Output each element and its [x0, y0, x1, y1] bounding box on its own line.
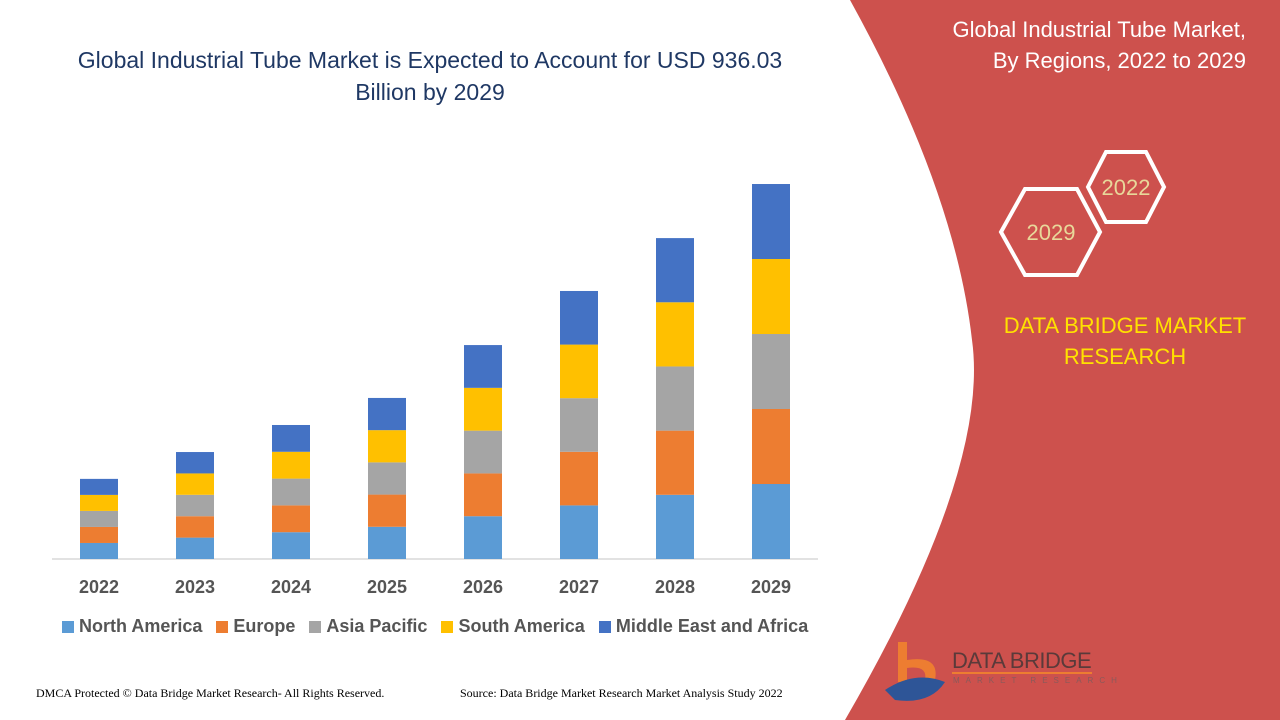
- legend-swatch: [309, 620, 322, 633]
- bar-2025-north-america: [368, 526, 406, 559]
- x-tick-2024: 2024: [271, 577, 311, 597]
- bar-2022-south-america: [80, 494, 118, 511]
- legend-label: Middle East and Africa: [615, 616, 809, 636]
- legend-item: Middle East and Africa: [598, 616, 809, 637]
- footer-source: Source: Data Bridge Market Research Mark…: [460, 686, 783, 700]
- bar-2025-south-america: [368, 430, 406, 463]
- side-title-line2: By Regions, 2022 to 2029: [992, 48, 1246, 73]
- chart-title: Global Industrial Tube Market is Expecte…: [77, 47, 783, 105]
- logo-icon: [885, 642, 945, 701]
- legend-label: Europe: [233, 616, 296, 636]
- bar-2023-south-america: [176, 473, 214, 495]
- bar-2025-europe: [368, 494, 406, 527]
- bar-2029-middle-east-and-africa: [752, 184, 790, 260]
- bar-2026-europe: [464, 473, 502, 517]
- footer-copyright: DMCA Protected © Data Bridge Market Rese…: [36, 686, 385, 700]
- bar-2028-middle-east-and-africa: [656, 238, 694, 303]
- bar-2029-south-america: [752, 259, 790, 335]
- x-tick-2027: 2027: [559, 577, 599, 597]
- bar-2023-europe: [176, 516, 214, 538]
- logo-text: DATA BRIDGE: [952, 648, 1092, 673]
- x-tick-labels: 2022 2023 2024 2025 2026 2027 2028 2029: [79, 577, 791, 597]
- bar-2022-europe: [80, 526, 118, 543]
- bars: [80, 184, 790, 559]
- legend: North America Europe Asia Pacific South Ame…: [62, 616, 808, 637]
- legend-swatch: [216, 620, 229, 633]
- hex-label-2029: 2029: [1027, 220, 1076, 245]
- bar-2022-north-america: [80, 542, 118, 559]
- legend-label: South America: [458, 616, 585, 636]
- legend-item: Asia Pacific: [309, 616, 427, 637]
- brand-line1: DATA BRIDGE MARKET: [1003, 313, 1247, 338]
- bar-2024-south-america: [272, 451, 310, 479]
- bar-2023-asia-pacific: [176, 494, 214, 517]
- bar-2026-asia-pacific: [464, 430, 502, 474]
- bar-2028-north-america: [656, 494, 694, 559]
- logo-subtext: MARKET RESEARCH: [953, 676, 1123, 685]
- bar-2029-europe: [752, 409, 790, 485]
- side-title: Global Industrial Tube Market, By Region…: [846, 14, 1246, 76]
- bar-2029-north-america: [752, 484, 790, 559]
- bar-2025-asia-pacific: [368, 462, 406, 495]
- legend-swatch: [598, 620, 611, 633]
- bar-2024-north-america: [272, 532, 310, 559]
- bar-2022-asia-pacific: [80, 510, 118, 527]
- bar-2022-middle-east-and-africa: [80, 478, 118, 495]
- legend-item: North America: [62, 616, 202, 637]
- x-tick-2022: 2022: [79, 577, 119, 597]
- legend-swatch: [441, 620, 454, 633]
- legend-item: South America: [441, 616, 585, 637]
- bar-2025-middle-east-and-africa: [368, 397, 406, 431]
- hexagon-2029: [998, 187, 1103, 277]
- bar-2023-middle-east-and-africa: [176, 452, 214, 474]
- bar-2028-asia-pacific: [656, 366, 694, 431]
- bar-2028-europe: [656, 430, 694, 495]
- bar-2026-south-america: [464, 387, 502, 431]
- brand-text: DATA BRIDGE MARKET RESEARCH: [985, 310, 1265, 372]
- side-title-line1: Global Industrial Tube Market,: [952, 17, 1246, 42]
- x-tick-2029: 2029: [751, 577, 791, 597]
- x-tick-2023: 2023: [175, 577, 215, 597]
- bar-2027-europe: [560, 451, 598, 506]
- bar-2024-asia-pacific: [272, 478, 310, 506]
- brand-line2: RESEARCH: [1063, 344, 1187, 369]
- side-panel: [845, 0, 1280, 720]
- x-tick-2025: 2025: [367, 577, 407, 597]
- x-tick-2026: 2026: [463, 577, 503, 597]
- bar-2023-north-america: [176, 537, 214, 559]
- bar-2027-asia-pacific: [560, 398, 598, 452]
- legend-label: Asia Pacific: [326, 616, 428, 636]
- bar-2026-middle-east-and-africa: [464, 345, 502, 388]
- legend-item: Europe: [216, 616, 295, 637]
- legend-label: North America: [79, 616, 203, 636]
- bar-2027-south-america: [560, 344, 598, 399]
- bar-2024-middle-east-and-africa: [272, 424, 310, 452]
- legend-swatch: [62, 620, 74, 633]
- bar-2027-north-america: [560, 505, 598, 559]
- bar-2029-asia-pacific: [752, 334, 790, 410]
- hexagon-2022: [1085, 150, 1167, 224]
- x-tick-2028: 2028: [655, 577, 695, 597]
- bar-2027-middle-east-and-africa: [560, 290, 598, 345]
- hex-label-2022: 2022: [1102, 175, 1151, 200]
- bar-2024-europe: [272, 505, 310, 533]
- bar-2026-north-america: [464, 516, 502, 559]
- bar-2028-south-america: [656, 302, 694, 367]
